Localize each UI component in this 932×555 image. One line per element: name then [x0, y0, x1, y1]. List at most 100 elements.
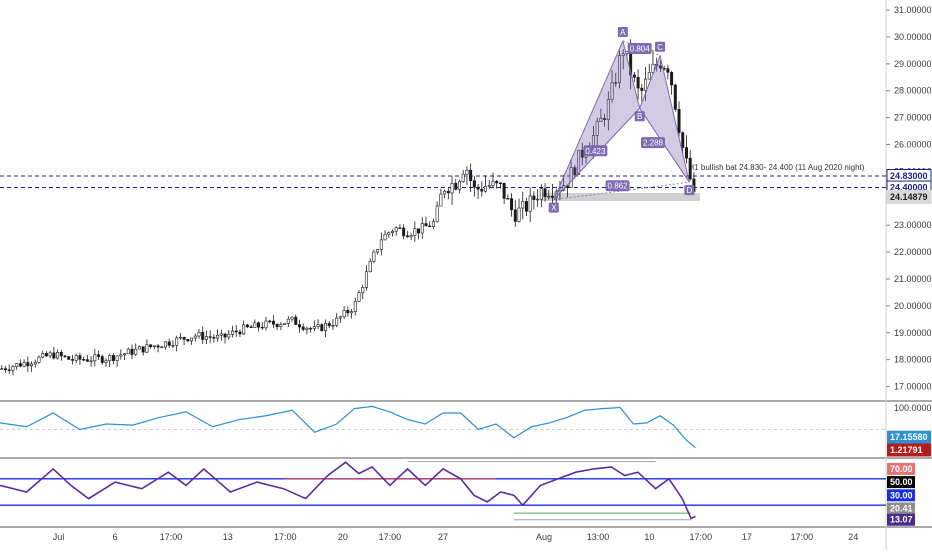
candle-body — [18, 363, 22, 367]
candle-body — [111, 355, 115, 361]
bat-zone-box — [540, 192, 700, 201]
candle-body — [283, 323, 287, 325]
candle-body — [610, 82, 614, 100]
pattern-ratio-label: 0.804 — [630, 45, 651, 54]
candle-body — [454, 183, 458, 190]
candle-body — [134, 348, 138, 355]
candle-body — [149, 344, 153, 348]
price-y-tick-label: 28.00000 — [894, 86, 932, 96]
candle-body — [193, 335, 197, 339]
candle-body — [30, 363, 34, 367]
candle-body — [178, 336, 182, 339]
price-panel[interactable]: H1 bullish bat 24.830- 24.400 (11 Aug 20… — [0, 26, 886, 376]
candle-body — [379, 239, 383, 250]
candle-body — [498, 182, 502, 185]
candle-body — [297, 324, 301, 328]
candle-body — [89, 360, 93, 362]
candle-body — [521, 201, 525, 209]
x-tick-label: Jul — [53, 532, 65, 542]
rsi-tag — [887, 430, 931, 444]
pattern-ratio-box — [583, 145, 608, 157]
candle-body — [681, 132, 685, 148]
candle-body — [346, 309, 350, 314]
stoch-tag-label: 30.00 — [890, 490, 913, 500]
candle-body — [603, 117, 607, 120]
pattern-point-box — [617, 26, 628, 37]
candle-body — [126, 348, 130, 355]
candle-body — [599, 117, 603, 122]
candle-body — [238, 331, 242, 335]
stoch-tag-label: 20.41 — [890, 504, 913, 514]
candle-body — [141, 346, 145, 353]
price-y-tick-label: 26.00000 — [894, 140, 932, 150]
pattern-ratio-label: 2.288 — [643, 139, 664, 148]
candle-body — [409, 235, 413, 238]
x-tick-label: 17:00 — [690, 532, 713, 542]
pattern-point-label: X — [551, 204, 557, 213]
candle-body — [495, 180, 499, 184]
candle-body — [383, 233, 387, 241]
candle-body — [44, 353, 48, 357]
candle-body — [320, 324, 324, 331]
candle-body — [435, 205, 439, 222]
candle-body — [353, 301, 357, 312]
candle-body — [59, 352, 63, 357]
candle-body — [357, 292, 361, 302]
candle-body — [487, 185, 491, 187]
candle-body — [327, 323, 331, 327]
candle-body — [640, 87, 644, 91]
x-tick-label: 17:00 — [791, 532, 814, 542]
candle-body — [137, 346, 141, 350]
rsi-tag — [887, 443, 931, 457]
candle-body — [364, 271, 368, 288]
candle-body — [457, 181, 461, 190]
candle-body — [632, 74, 636, 78]
candle-body — [376, 249, 380, 253]
stoch-panel[interactable] — [0, 461, 886, 521]
candle-body — [595, 121, 599, 136]
candle-body — [342, 309, 346, 318]
x-tick-label: 20 — [338, 532, 348, 542]
pattern-ratio-box — [640, 137, 665, 149]
candle-body — [160, 346, 164, 349]
rsi-tag-label: 17.15580 — [890, 432, 928, 442]
candle-body — [7, 369, 11, 371]
candle-body — [368, 261, 372, 273]
price-tag-label: 24.40000 — [890, 183, 928, 193]
candle-body — [558, 189, 562, 193]
pattern-point-label: C — [657, 43, 663, 52]
candle-body — [216, 334, 220, 339]
candle-body — [223, 333, 227, 338]
candle-body — [130, 348, 134, 355]
price-y-tick-label: 19.00000 — [894, 328, 932, 338]
candle-body — [257, 322, 261, 328]
candle-body — [506, 198, 510, 200]
candle-body — [48, 352, 52, 357]
candle-body — [15, 363, 19, 367]
stoch-tag — [887, 462, 915, 475]
candle-body — [647, 72, 651, 80]
candle-body — [156, 345, 160, 348]
candle-body — [190, 337, 194, 342]
candle-body — [569, 167, 573, 188]
x-tick-label: 17 — [742, 532, 752, 542]
candle-body — [242, 324, 246, 335]
candle-body — [621, 53, 625, 56]
candle-body — [294, 316, 298, 325]
rsi-panel[interactable] — [0, 405, 886, 449]
candle-body — [204, 336, 208, 340]
candle-body — [37, 356, 41, 363]
candle-body — [387, 232, 391, 235]
candle-body — [491, 180, 495, 186]
candle-body — [230, 330, 234, 335]
pattern-point-label: A — [620, 28, 626, 37]
x-tick-label: 17:00 — [379, 532, 402, 542]
price-y-tick-label: 17.00000 — [894, 382, 932, 392]
candle-body — [543, 188, 547, 197]
x-tick-label: 24 — [848, 532, 858, 542]
candle-body — [167, 341, 171, 346]
pattern-point-box — [548, 202, 559, 213]
